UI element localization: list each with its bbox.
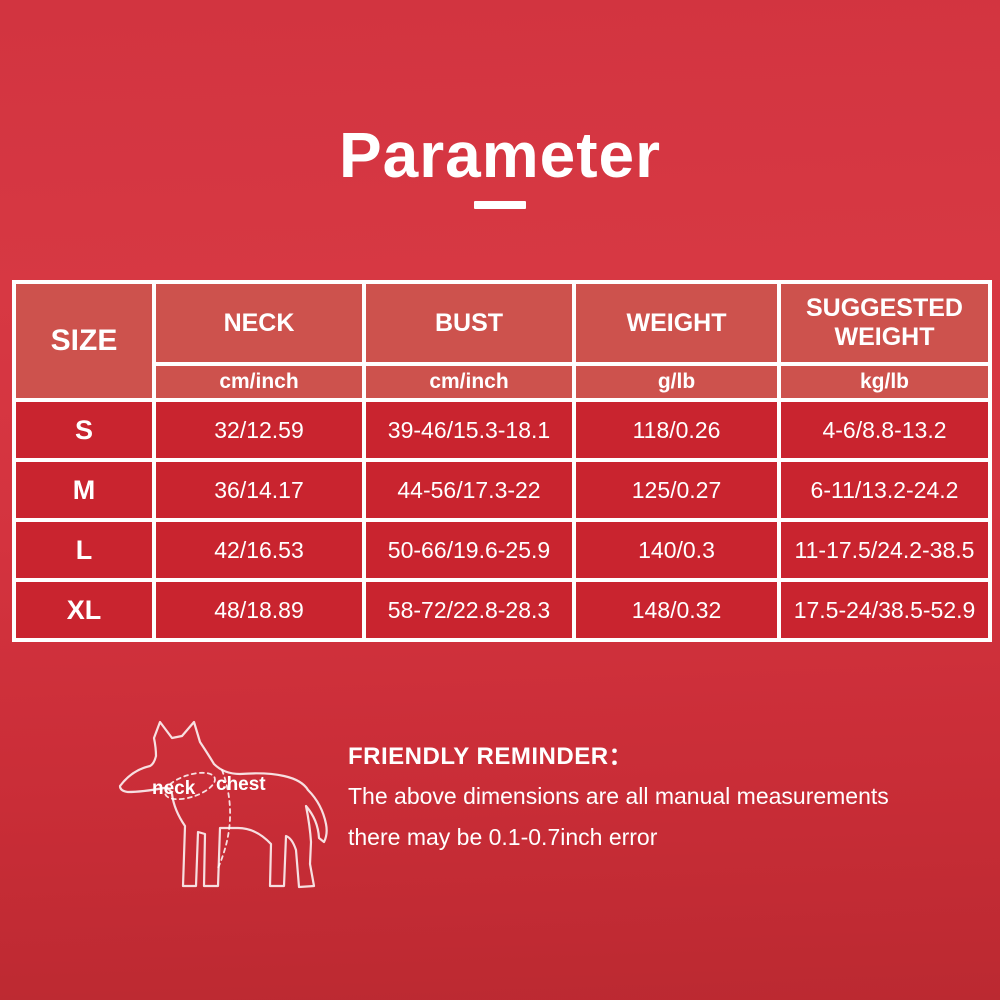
cell-suggested-weight: 4-6/8.8-13.2 (777, 398, 992, 462)
reminder-line-1: The above dimensions are all manual meas… (348, 783, 889, 809)
table-row-xl: XL 48/18.89 58-72/22.8-28.3 148/0.32 17.… (12, 578, 992, 642)
cell-size: XL (12, 578, 156, 642)
cell-size: L (12, 518, 156, 582)
page-title: Parameter (338, 119, 662, 191)
col-header-bust: BUST (362, 280, 576, 366)
cell-weight: 118/0.26 (572, 398, 781, 462)
chest-label: chest (216, 774, 266, 795)
unit-suggested-weight: kg/lb (777, 362, 992, 402)
reminder-heading: FRIENDLY REMINDER： (348, 743, 634, 770)
table-row-s: S 32/12.59 39-46/15.3-18.1 118/0.26 4-6/… (12, 398, 992, 462)
cell-size: M (12, 458, 156, 522)
chest-measure-dashed-line (217, 769, 231, 869)
header-row: SIZE NECK BUST WEIGHT SUGGESTED WEIGHT (12, 280, 992, 402)
table-row-m: M 36/14.17 44-56/17.3-22 125/0.27 6-11/1… (12, 458, 992, 522)
unit-bust: cm/inch (362, 362, 576, 402)
neck-label: neck (152, 778, 196, 799)
friendly-reminder-block: FRIENDLY REMINDER： The above dimensions … (348, 736, 889, 853)
cell-weight: 148/0.32 (572, 578, 781, 642)
dog-measurement-diagram: neck chest (106, 696, 334, 908)
title-underline-dash (474, 201, 526, 209)
col-header-size: SIZE (12, 280, 156, 402)
cell-bust: 50-66/19.6-25.9 (362, 518, 576, 582)
cell-bust: 39-46/15.3-18.1 (362, 398, 576, 462)
neck-measure-dashed-loop (164, 771, 216, 801)
units-row: cm/inch cm/inch g/lb kg/lb (14, 362, 992, 402)
cell-size: S (12, 398, 156, 462)
unit-weight: g/lb (572, 362, 781, 402)
cell-bust: 58-72/22.8-28.3 (362, 578, 576, 642)
col-header-suggested-weight: SUGGESTED WEIGHT (777, 280, 992, 366)
size-chart-table: SIZE NECK BUST WEIGHT SUGGESTED WEIGHT c… (12, 280, 992, 642)
cell-weight: 140/0.3 (572, 518, 781, 582)
col-header-neck: NECK (152, 280, 366, 366)
cell-suggested-weight: 6-11/13.2-24.2 (777, 458, 992, 522)
cell-weight: 125/0.27 (572, 458, 781, 522)
cell-neck: 36/14.17 (152, 458, 366, 522)
cell-neck: 42/16.53 (152, 518, 366, 582)
col-header-weight: WEIGHT (572, 280, 781, 366)
unit-neck: cm/inch (152, 362, 366, 402)
reminder-line-2: there may be 0.1-0.7inch error (348, 823, 658, 850)
cell-suggested-weight: 11-17.5/24.2-38.5 (777, 518, 992, 582)
cell-neck: 48/18.89 (152, 578, 366, 642)
table-row-l: L 42/16.53 50-66/19.6-25.9 140/0.3 11-17… (12, 518, 992, 582)
cell-bust: 44-56/17.3-22 (362, 458, 576, 522)
cell-suggested-weight: 17.5-24/38.5-52.9 (777, 578, 992, 642)
dog-outline-icon (118, 720, 328, 889)
cell-neck: 32/12.59 (152, 398, 366, 462)
